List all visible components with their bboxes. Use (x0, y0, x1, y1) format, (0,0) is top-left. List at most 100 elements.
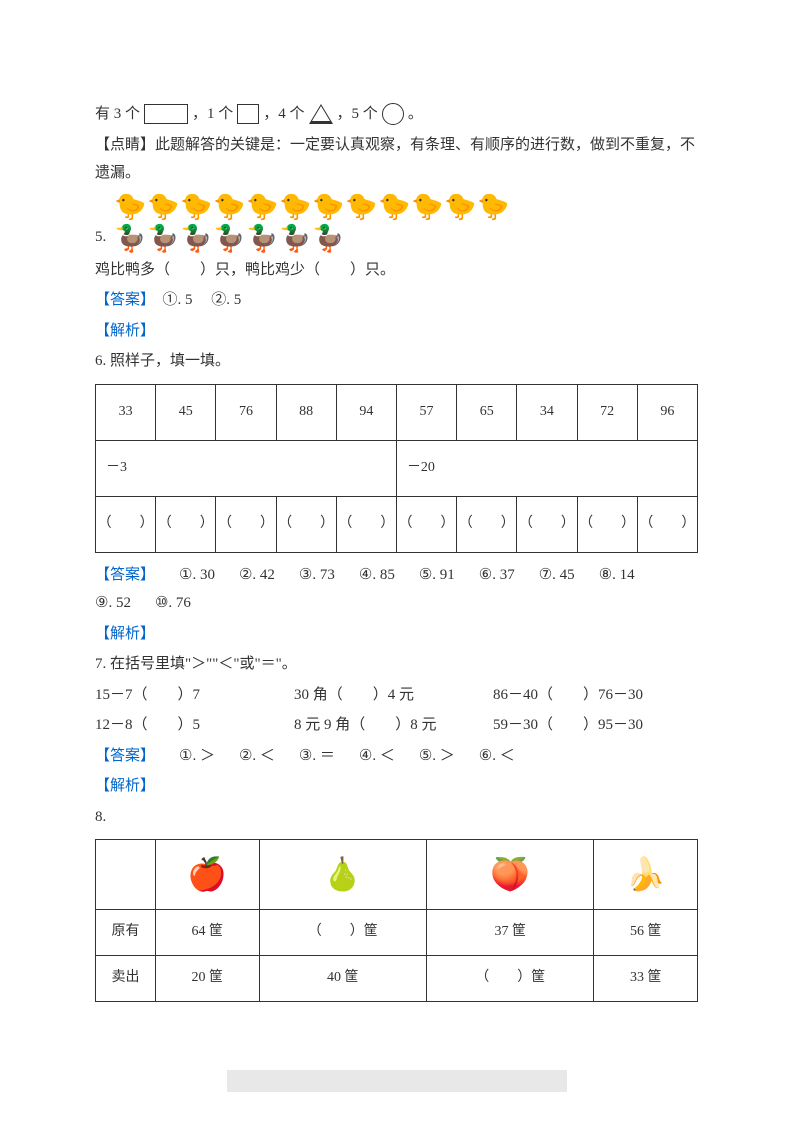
duck-icon: 🦆 (180, 224, 212, 254)
q5-question: 鸡比鸭多（ ）只，鸭比鸡少（ ）只。 (95, 256, 698, 285)
chicken-icon: 🐤 (213, 192, 245, 222)
duck-icon: 🦆 (246, 224, 278, 254)
fruit-pear-icon: 🍐 (259, 840, 426, 910)
q7-title-line: 7. 在括号里填"＞""＜"或"＝"。 (95, 650, 698, 679)
answer-item: ①. 30 (179, 561, 215, 590)
cell: （ ）筐 (426, 955, 593, 1001)
chicken-icon: 🐤 (477, 192, 509, 222)
text: 有 3 个 (95, 100, 140, 129)
chicken-icon: 🐤 (345, 192, 377, 222)
table-row: 原有 64 筐 （ ）筐 37 筐 56 筐 (96, 909, 698, 955)
blank-cell: （ ） (156, 496, 216, 552)
answer-item: ⑥. ＜ (479, 742, 515, 771)
num-cell: 76 (216, 384, 276, 440)
answer-label: 【答案】 (95, 292, 148, 308)
answer-item: ④. ＜ (359, 742, 395, 771)
op-cell: －3 (96, 440, 397, 496)
num-cell: 96 (637, 384, 697, 440)
q5-birds: 5. 🐤🐤🐤🐤🐤🐤🐤🐤🐤🐤🐤🐤 🦆🦆🦆🦆🦆🦆🦆 (95, 190, 698, 256)
answer-item: ⑩. 76 (155, 589, 191, 618)
num-cell: 45 (156, 384, 216, 440)
cell: 37 筐 (426, 909, 593, 955)
fruit-peach-icon: 🍑 (426, 840, 593, 910)
num-cell: 33 (96, 384, 156, 440)
num-cell: 94 (336, 384, 396, 440)
blank-cell: （ ） (457, 496, 517, 552)
square-icon (237, 104, 259, 124)
chicken-icon: 🐤 (411, 192, 443, 222)
answer-label: 【答案】 (95, 742, 155, 771)
cell: （ ）筐 (259, 909, 426, 955)
blank-cell: （ ） (96, 496, 156, 552)
empty-cell (96, 840, 156, 910)
duck-icon: 🦆 (279, 224, 311, 254)
q6-number: 6. (95, 353, 106, 369)
q6-table: 33457688945765347296 －3 －20 （ ）（ ）（ ）（ ）… (95, 384, 698, 553)
answer-item: ⑤. 91 (419, 561, 455, 590)
chicken-icon: 🐤 (312, 192, 344, 222)
q8-number: 8. (95, 803, 698, 832)
cell: 20 筐 (156, 955, 260, 1001)
q6-title: 照样子，填一填。 (110, 353, 230, 369)
q6-parse-label: 【解析】 (95, 620, 698, 649)
answer-item: ⑥. 37 (479, 561, 515, 590)
fruit-banana-icon: 🍌 (594, 840, 698, 910)
row-label: 原有 (96, 909, 156, 955)
cell: 40 筐 (259, 955, 426, 1001)
answer-item: ④. 85 (359, 561, 395, 590)
blank-cell: （ ） (396, 496, 456, 552)
answer-item: ⑨. 52 (95, 589, 131, 618)
blank-cell: （ ） (517, 496, 577, 552)
table-row: －3 －20 (96, 440, 698, 496)
tip-label: 【点睛】 (95, 137, 155, 153)
answer-item: ②. ＜ (239, 742, 275, 771)
blank-cell: （ ） (577, 496, 637, 552)
text: 。 (408, 100, 423, 129)
table-row: 33457688945765347296 (96, 384, 698, 440)
q5-answer-text: ①. 5 ②. 5 (148, 292, 242, 308)
blank-cell: （ ） (216, 496, 276, 552)
compare-item: 59－30（ ）95－30 (493, 711, 692, 740)
q7-answer: 【答案】 ①. ＞②. ＜③. ＝④. ＜⑤. ＞⑥. ＜ (95, 742, 698, 771)
chicken-row: 🐤🐤🐤🐤🐤🐤🐤🐤🐤🐤🐤🐤 (114, 192, 509, 222)
text: ，1 个 (192, 100, 233, 129)
cell: 64 筐 (156, 909, 260, 955)
answer-item: ⑤. ＞ (419, 742, 455, 771)
duck-row: 🦆🦆🦆🦆🦆🦆🦆 (114, 224, 509, 254)
q7-parse-label: 【解析】 (95, 772, 698, 801)
chicken-icon: 🐤 (114, 192, 146, 222)
op-cell: －20 (396, 440, 697, 496)
answer-item: ⑧. 14 (599, 561, 635, 590)
q7-row2: 12－8（ ）5 8 元 9 角（ ）8 元 59－30（ ）95－30 (95, 711, 698, 740)
table-row: 🍎 🍐 🍑 🍌 (96, 840, 698, 910)
text: ，5 个 (337, 100, 378, 129)
answer-item: ①. ＞ (179, 742, 215, 771)
num-cell: 88 (276, 384, 336, 440)
duck-icon: 🦆 (114, 224, 146, 254)
q5-parse-label: 【解析】 (95, 317, 698, 346)
q5-answer: 【答案】 ①. 5 ②. 5 (95, 286, 698, 315)
compare-item: 12－8（ ）5 (95, 711, 294, 740)
tip-line: 【点睛】此题解答的关键是：一定要认真观察，有条理、有顺序的进行数，做到不重复，不… (95, 131, 698, 188)
answer-item: ③. 73 (299, 561, 335, 590)
shapes-summary-line: 有 3 个 ，1 个 ，4 个 ，5 个 。 (95, 100, 698, 129)
chicken-icon: 🐤 (279, 192, 311, 222)
num-cell: 34 (517, 384, 577, 440)
triangle-icon (309, 104, 333, 124)
chicken-icon: 🐤 (246, 192, 278, 222)
footer-bar (227, 1070, 567, 1092)
q5-number: 5. (95, 223, 106, 252)
cell: 33 筐 (594, 955, 698, 1001)
q6-title-line: 6. 照样子，填一填。 (95, 347, 698, 376)
chicken-icon: 🐤 (378, 192, 410, 222)
row-label: 卖出 (96, 955, 156, 1001)
blank-cell: （ ） (637, 496, 697, 552)
blank-cell: （ ） (336, 496, 396, 552)
answer-item: ②. 42 (239, 561, 275, 590)
answer-item: ⑦. 45 (539, 561, 575, 590)
chicken-icon: 🐤 (444, 192, 476, 222)
table-row: 卖出 20 筐 40 筐 （ ）筐 33 筐 (96, 955, 698, 1001)
num-cell: 65 (457, 384, 517, 440)
chicken-icon: 🐤 (147, 192, 179, 222)
table-row: （ ）（ ）（ ）（ ）（ ）（ ）（ ）（ ）（ ）（ ） (96, 496, 698, 552)
